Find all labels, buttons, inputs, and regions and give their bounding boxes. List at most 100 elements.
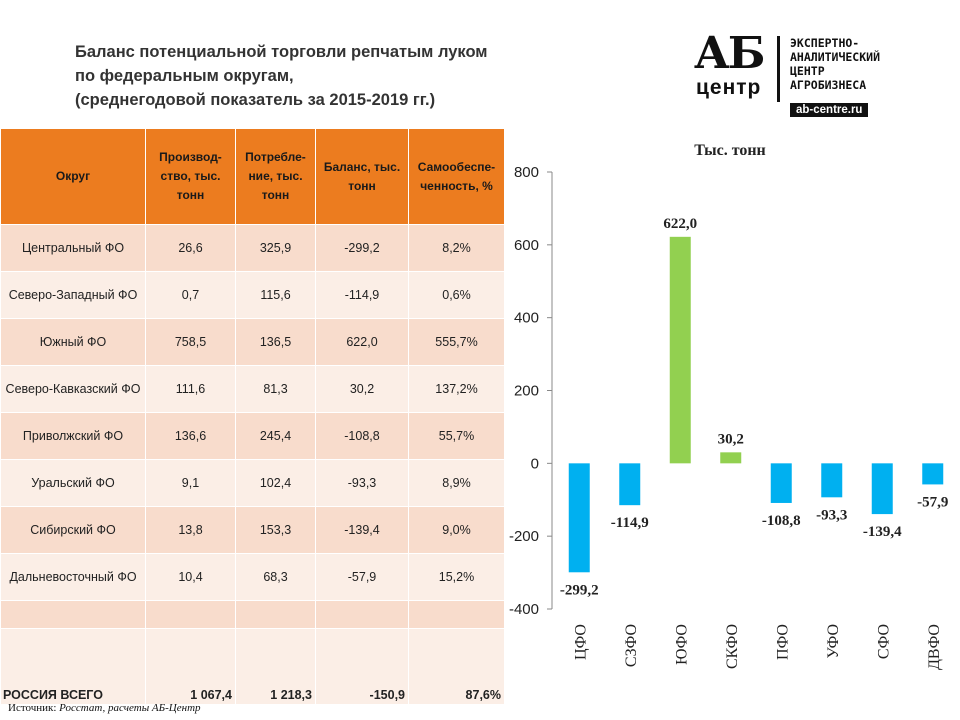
cell-production: 26,6 — [145, 224, 236, 272]
cell-district: Центральный ФО — [0, 224, 146, 272]
bars — [568, 236, 944, 573]
title-line-2: по федеральным округам, — [75, 67, 294, 85]
cell-consumption: 245,4 — [235, 412, 316, 460]
cell-self-sufficiency: 137,2% — [408, 365, 505, 413]
logo-caption-line: ЦЕНТР — [790, 64, 825, 78]
total-self-sufficiency: 87,6% — [408, 628, 505, 705]
table-row: Северо-Западный ФО 0,7 115,6 -114,9 0,6% — [0, 271, 505, 319]
category-label: ПФО — [774, 624, 791, 660]
cell-district: Северо-Кавказский ФО — [0, 365, 146, 413]
table-header-row: Округ Производ-ство, тыс. тонн Потребле-… — [0, 128, 505, 225]
spacer-cell — [235, 600, 316, 629]
value-label: -299,2 — [560, 582, 599, 598]
cell-balance: -57,9 — [315, 553, 409, 601]
cell-district: Дальневосточный ФО — [0, 553, 146, 601]
cell-district: Уральский ФО — [0, 459, 146, 507]
category-label: СЗФО — [623, 624, 640, 667]
category-labels: ЦФО СЗФО ЮФО СКФО ПФО УФО СФО ДВФО — [572, 624, 943, 670]
chart-unit-label: Тыс. тонн — [694, 142, 766, 159]
cell-self-sufficiency: 55,7% — [408, 412, 505, 460]
logo-caption: ЭКСПЕРТНО- АНАЛИТИЧЕСКИЙ ЦЕНТР АГРОБИЗНЕ… — [790, 36, 880, 92]
table-row: Северо-Кавказский ФО 111,6 81,3 30,2 137… — [0, 365, 505, 413]
cell-balance: -114,9 — [315, 271, 409, 319]
cell-production: 10,4 — [145, 553, 236, 601]
cell-self-sufficiency: 9,0% — [408, 506, 505, 554]
cell-consumption: 136,5 — [235, 318, 316, 366]
cell-consumption: 153,3 — [235, 506, 316, 554]
cell-production: 13,8 — [145, 506, 236, 554]
y-tick-label: -200 — [509, 528, 539, 545]
logo-caption-line: АНАЛИТИЧЕСКИЙ — [790, 50, 881, 64]
value-label: -114,9 — [611, 515, 649, 531]
value-label: -139,4 — [863, 524, 902, 540]
logo-ab-text: АБ — [694, 28, 765, 79]
cell-production: 0,7 — [145, 271, 236, 319]
y-tick-label: 800 — [514, 164, 539, 181]
bar-ЦФО — [568, 463, 590, 573]
y-tick-label: 400 — [514, 310, 539, 327]
cell-consumption: 115,6 — [235, 271, 316, 319]
total-consumption: 1 218,3 — [235, 628, 316, 705]
bar-ДВФО — [922, 463, 944, 485]
cell-production: 758,5 — [145, 318, 236, 366]
cell-balance: -139,4 — [315, 506, 409, 554]
category-label: СКФО — [724, 624, 741, 669]
logo-centr-text: центр — [696, 76, 762, 99]
source-text: Росстат, расчеты АБ-Центр — [59, 702, 201, 714]
value-label: -57,9 — [917, 494, 948, 510]
cell-self-sufficiency: 555,7% — [408, 318, 505, 366]
cell-district: Северо-Западный ФО — [0, 271, 146, 319]
value-label: 622,0 — [663, 216, 697, 232]
category-label: УФО — [825, 624, 842, 659]
value-label: -108,8 — [762, 513, 801, 529]
spacer-cell — [0, 600, 146, 629]
table-row: Уральский ФО 9,1 102,4 -93,3 8,9% — [0, 459, 505, 507]
header-production: Производ-ство, тыс. тонн — [145, 128, 236, 225]
cell-balance: 30,2 — [315, 365, 409, 413]
cell-self-sufficiency: 8,2% — [408, 224, 505, 272]
table-row: Дальневосточный ФО 10,4 68,3 -57,9 15,2% — [0, 553, 505, 601]
logo-caption-line: ЭКСПЕРТНО- — [790, 36, 860, 50]
cell-self-sufficiency: 15,2% — [408, 553, 505, 601]
title-line-1: Баланс потенциальной торговли репчатым л… — [75, 43, 488, 61]
table-row: Южный ФО 758,5 136,5 622,0 555,7% — [0, 318, 505, 366]
cell-balance: -299,2 — [315, 224, 409, 272]
cell-production: 9,1 — [145, 459, 236, 507]
bar-СКФО — [720, 452, 742, 464]
ab-centre-logo: АБ центр ЭКСПЕРТНО- АНАЛИТИЧЕСКИЙ ЦЕНТР … — [688, 30, 938, 122]
title-line-3: (среднегодовой показатель за 2015-2019 г… — [75, 91, 436, 109]
spacer-cell — [145, 600, 236, 629]
y-axis: 800 600 400 200 0 -200 -400 — [509, 164, 553, 618]
logo-url: ab-centre.ru — [790, 103, 869, 117]
cell-consumption: 102,4 — [235, 459, 316, 507]
bar-СФО — [871, 463, 893, 515]
spacer-cell — [315, 600, 409, 629]
source-note: Источник: Росстат, расчеты АБ-Центр — [8, 702, 201, 714]
total-name: РОССИЯ ВСЕГО — [0, 628, 146, 705]
balance-bar-chart: Тыс. тонн 800 600 400 200 0 -200 -400 -299,2 -1… — [509, 142, 949, 670]
cell-consumption: 68,3 — [235, 553, 316, 601]
total-balance: -150,9 — [315, 628, 409, 705]
cell-balance: -93,3 — [315, 459, 409, 507]
bar-СЗФО — [619, 463, 641, 506]
cell-balance: -108,8 — [315, 412, 409, 460]
header-balance: Баланс, тыс. тонн — [315, 128, 409, 225]
spacer-cell — [408, 600, 505, 629]
category-label: СФО — [875, 624, 892, 659]
cell-consumption: 81,3 — [235, 365, 316, 413]
table-spacer-row — [0, 600, 505, 629]
table-total-row: РОССИЯ ВСЕГО 1 067,4 1 218,3 -150,9 87,6… — [0, 628, 505, 705]
logo-divider — [777, 36, 780, 102]
value-label: 30,2 — [718, 431, 744, 447]
y-tick-label: 0 — [531, 455, 539, 472]
header-self-sufficiency: Самообеспе-ченность, % — [408, 128, 505, 225]
y-tick-label: 200 — [514, 383, 539, 400]
cell-district: Южный ФО — [0, 318, 146, 366]
category-label: ЮФО — [673, 624, 690, 665]
value-labels: -299,2 -114,9 622,0 30,2 -108,8 -93,3 -139,4 -5… — [560, 216, 949, 598]
cell-self-sufficiency: 8,9% — [408, 459, 505, 507]
cell-production: 111,6 — [145, 365, 236, 413]
logo-caption-line: АГРОБИЗНЕСА — [790, 78, 867, 92]
bar-ПФО — [770, 463, 792, 503]
header-district: Округ — [0, 128, 146, 225]
